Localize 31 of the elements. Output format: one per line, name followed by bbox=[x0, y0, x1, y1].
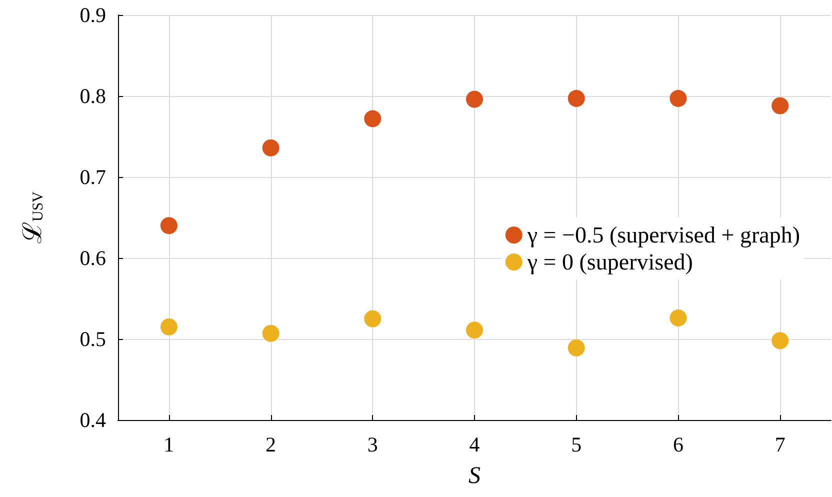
x-tick-label: 7 bbox=[774, 432, 786, 456]
legend-label: γ = −0.5 (supervised + graph) bbox=[526, 222, 800, 248]
point bbox=[364, 110, 382, 128]
point bbox=[670, 90, 687, 107]
point bbox=[772, 97, 789, 114]
y-tick-label: 0.4 bbox=[80, 408, 106, 432]
x-tick-label: 1 bbox=[164, 432, 174, 456]
y-tick-label: 0.9 bbox=[80, 3, 106, 27]
point bbox=[466, 90, 483, 108]
x-axis-title: S bbox=[468, 463, 480, 489]
point bbox=[568, 339, 585, 356]
point bbox=[262, 139, 280, 156]
x-tick-label: 5 bbox=[571, 432, 582, 456]
point bbox=[670, 309, 687, 326]
y-tick-label: 0.6 bbox=[80, 246, 106, 270]
point bbox=[466, 322, 483, 339]
x-tick-label: 3 bbox=[367, 432, 378, 456]
y-tick-label: 0.5 bbox=[80, 327, 106, 351]
point bbox=[364, 310, 382, 328]
legend-label: γ = 0 (supervised) bbox=[526, 250, 693, 274]
y-tick-label: 0.7 bbox=[80, 165, 106, 189]
point bbox=[568, 90, 585, 107]
x-tick-label: 6 bbox=[672, 432, 684, 456]
x-tick-label: 2 bbox=[266, 432, 276, 456]
point bbox=[772, 332, 789, 350]
point bbox=[160, 318, 178, 336]
point bbox=[262, 324, 280, 342]
y-tick-label: 0.8 bbox=[80, 84, 106, 108]
x-tick-label: 4 bbox=[469, 432, 480, 456]
point bbox=[160, 217, 178, 234]
y-axis-title: ℒUSV bbox=[18, 191, 47, 244]
